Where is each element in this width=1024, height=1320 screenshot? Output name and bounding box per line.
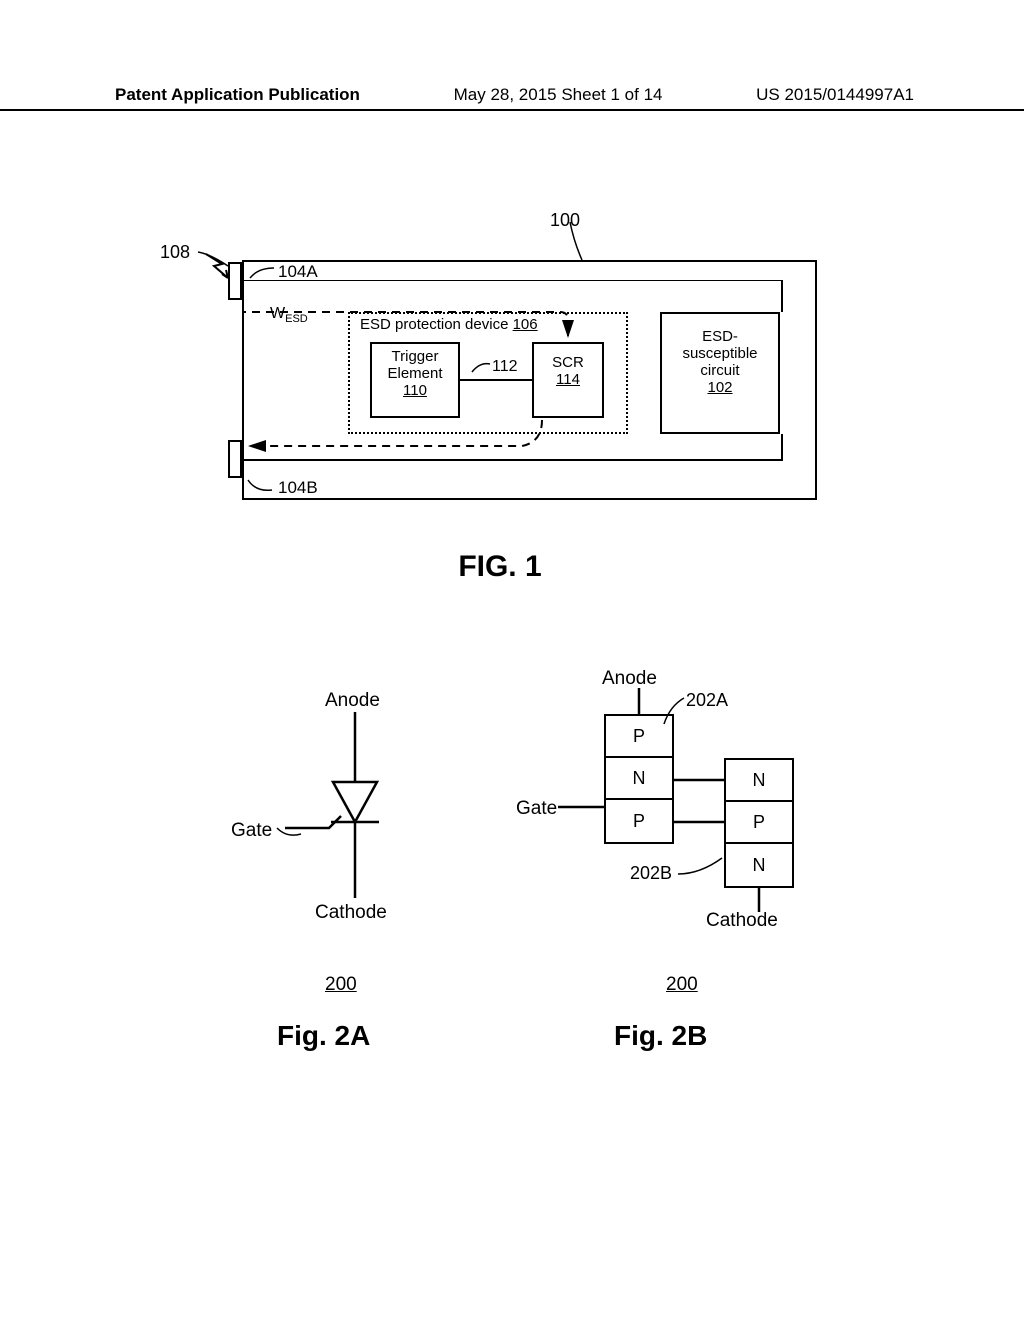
cell-n3: N bbox=[726, 844, 792, 886]
trigger-l2: Element bbox=[372, 365, 458, 382]
fig2a-caption: Fig. 2A bbox=[277, 1020, 370, 1052]
leader-202b bbox=[676, 856, 726, 880]
ref-200-b: 200 bbox=[666, 974, 698, 996]
susc-ref: 102 bbox=[662, 379, 778, 396]
ref-202a-label: 202A bbox=[686, 690, 728, 711]
fig2b-caption: Fig. 2B bbox=[614, 1020, 707, 1052]
gate-label-b: Gate bbox=[516, 798, 557, 820]
pin-b bbox=[228, 440, 242, 478]
ref-202b-label: 202B bbox=[630, 863, 672, 884]
cell-n1: N bbox=[606, 758, 672, 800]
ref-112-label: 112 bbox=[470, 358, 518, 376]
cell-p1: P bbox=[606, 716, 672, 758]
ref-108-label: 108 bbox=[160, 242, 190, 263]
figure-1: 108 100 104A 104B WESD bbox=[170, 230, 830, 530]
scr-ref: 114 bbox=[534, 371, 602, 388]
npn-stack: N P N bbox=[724, 758, 794, 888]
ref-112-text: 112 bbox=[492, 358, 518, 375]
bottom-bus bbox=[242, 434, 802, 474]
esd-susceptible-box: ESD- susceptible circuit 102 bbox=[660, 312, 780, 434]
anode-label-a: Anode bbox=[325, 690, 380, 712]
scr-label: SCR bbox=[534, 354, 602, 371]
leader-gate-a bbox=[275, 826, 305, 842]
ref-104b-label: 104B bbox=[278, 478, 318, 498]
trigger-ref: 110 bbox=[372, 382, 458, 399]
page-header: Patent Application Publication May 28, 2… bbox=[0, 85, 1024, 111]
figure-2b: Anode Gate Cathode 202A P N P N P N 202B… bbox=[546, 668, 846, 1048]
figure-2a: Anode Gate Cathode 200 Fig. 2A bbox=[235, 690, 475, 1040]
pnp-stack: P N P bbox=[604, 714, 674, 844]
susc-l1: ESD- bbox=[662, 328, 778, 345]
header-right: US 2015/0144997A1 bbox=[756, 85, 914, 105]
leader-100 bbox=[566, 212, 606, 262]
header-left: Patent Application Publication bbox=[115, 85, 360, 105]
header-mid: May 28, 2015 Sheet 1 of 14 bbox=[454, 85, 663, 105]
ref-104a-label: 104A bbox=[278, 262, 318, 282]
gate-wire-b bbox=[558, 804, 606, 810]
cell-p3: P bbox=[726, 802, 792, 844]
cell-n2: N bbox=[726, 760, 792, 802]
ref-200-a: 200 bbox=[325, 974, 357, 996]
susc-l3: circuit bbox=[662, 362, 778, 379]
cathode-label-a: Cathode bbox=[315, 902, 387, 924]
scr-symbol bbox=[255, 712, 415, 902]
fig1-caption: FIG. 1 bbox=[170, 550, 830, 584]
anode-label-b: Anode bbox=[602, 668, 657, 690]
scr-box: SCR 114 bbox=[532, 342, 604, 418]
top-bus bbox=[242, 280, 802, 320]
susc-l2: susceptible bbox=[662, 345, 778, 362]
cell-p2: P bbox=[606, 800, 672, 842]
pin-a bbox=[228, 262, 242, 300]
interconnects bbox=[674, 772, 726, 832]
trigger-l1: Trigger bbox=[372, 348, 458, 365]
cathode-label-b: Cathode bbox=[706, 910, 778, 932]
cathode-wire-b bbox=[756, 888, 762, 912]
anode-wire-b bbox=[636, 688, 642, 716]
leader-112 bbox=[470, 360, 492, 374]
trigger-element-box: Trigger Element 110 bbox=[370, 342, 460, 418]
